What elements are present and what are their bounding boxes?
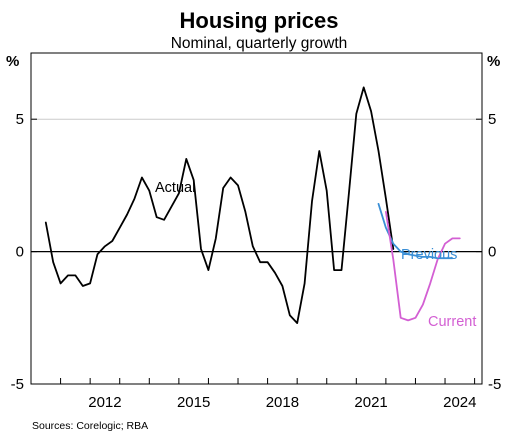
source-note: Sources: Corelogic; RBA [32,420,148,432]
y-unit-left: % [6,53,19,70]
y-tick-label-right: 5 [488,111,496,128]
chart-subtitle: Nominal, quarterly growth [171,35,348,52]
y-tick-label-left: 0 [16,244,24,261]
label-current: Current [428,314,476,330]
x-tick-label: 2015 [177,394,210,411]
plot-frame [30,52,483,385]
x-tick-label: 2012 [88,394,121,411]
series-line-actual [44,86,395,325]
label-actual: Actual [155,180,195,196]
series-line-current [384,210,461,322]
y-tick-label-right: -5 [488,376,501,393]
y-unit-right: % [487,53,500,70]
x-axis: 2012 2015 2018 2021 2024 [30,378,477,411]
label-previous: Previous [401,247,457,263]
x-tick-label: 2021 [354,394,387,411]
y-tick-label-right: 0 [488,244,496,261]
y-axis: -5 -5 0 0 5 5 [11,111,502,393]
series-lines [44,86,461,325]
y-tick-label-left: -5 [11,376,24,393]
y-tick-label-left: 5 [16,111,24,128]
grid-lines [31,118,482,253]
x-tick-label: 2018 [266,394,299,411]
x-tick-label: 2024 [443,394,476,411]
chart-title: Housing prices [180,8,339,33]
